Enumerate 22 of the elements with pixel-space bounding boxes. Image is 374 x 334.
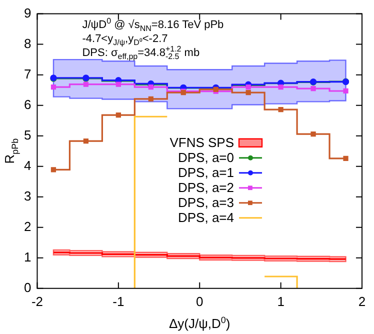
legend-label: DPS, a=3 (178, 194, 234, 210)
x-tick-label: 0 (196, 294, 204, 309)
y-tick-label: 6 (24, 96, 32, 112)
legend-label: DPS, a=4 (178, 210, 234, 225)
y-tick-label: 4 (24, 158, 32, 173)
legend-label: DPS, a=1 (178, 164, 234, 180)
x-tick-label: 1 (277, 294, 284, 309)
x-tick-label: -1 (112, 294, 124, 309)
y-tick-label: 2 (24, 218, 32, 234)
x-tick-label: 2 (358, 294, 366, 309)
legend-label: DPS, a=0 (178, 150, 234, 165)
y-tick-label: 7 (24, 66, 32, 82)
y-tick-label: 0 (24, 280, 32, 295)
y-tick-label: 9 (24, 5, 32, 20)
y-axis-title: RpPb (2, 138, 20, 164)
x-tick-label: -2 (31, 294, 44, 309)
legend-label: DPS, a=2 (178, 180, 234, 195)
y-tick-label: 3 (24, 188, 32, 204)
y-tick-label: 1 (24, 249, 32, 264)
y-tick-label: 8 (24, 36, 32, 51)
legend-label: VFNS SPS (170, 134, 234, 150)
y-tick-label: 5 (24, 127, 32, 142)
